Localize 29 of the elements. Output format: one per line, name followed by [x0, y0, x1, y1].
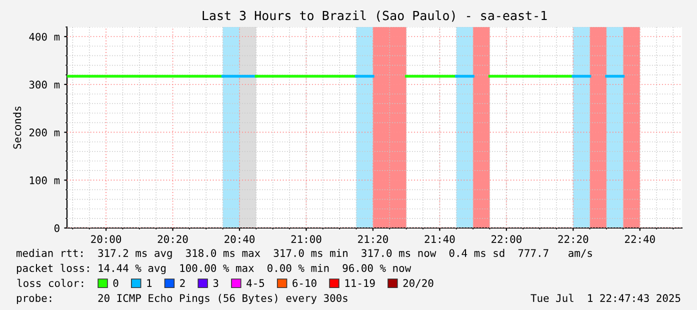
legend-label: 2	[180, 279, 185, 287]
y-tick-label: 100 m	[30, 176, 60, 184]
x-tick-label: 20:40	[224, 235, 255, 244]
legend-label: 3	[213, 279, 218, 288]
y-tick-label: 0	[54, 224, 60, 232]
text: median rtt: 317.2 ms avg 318.0 ms max 317.0 ms min 317.0 ms now 0.4 ms sd 777.7 am/s	[16, 248, 592, 260]
legend-label: 0	[113, 279, 118, 288]
x-tick-label: 22:00	[492, 235, 522, 244]
x-tick-label: 21:20	[358, 235, 388, 244]
y-axis-title: Seconds	[13, 106, 22, 149]
y-tick-label: 400 m	[29, 32, 60, 41]
y-tick-label: 200 m	[29, 128, 60, 136]
x-tick-label: 22:40	[624, 235, 655, 244]
text: packet loss: 14.44 % avg 100.00 % max 0.00 % min 96.00 % now	[16, 264, 412, 274]
legend-title: loss color:	[17, 278, 84, 288]
legend-label: 1	[147, 279, 152, 287]
chart-title: Last 3 Hours to Brazil (Sao Paulo) - sa-east-1	[202, 10, 547, 22]
y-tick-label: 300 m	[29, 80, 60, 89]
text: Tue Jul 1 22:47:43 2025	[530, 294, 680, 302]
legend-label: 20/20	[403, 279, 434, 288]
x-tick-label: 21:00	[291, 235, 322, 244]
x-tick-label: 21:40	[424, 235, 455, 244]
legend-label: 4-5	[246, 279, 264, 288]
x-tick-label: 22:20	[558, 235, 588, 244]
text: probe: 20 ICMP Echo Pings (56 Bytes) every 300s	[16, 294, 348, 304]
x-tick-label: 20:00	[91, 235, 122, 244]
x-tick-label: 20:20	[158, 235, 188, 244]
legend-label: 6-10	[292, 279, 316, 288]
legend-label: 11-19	[345, 279, 375, 288]
